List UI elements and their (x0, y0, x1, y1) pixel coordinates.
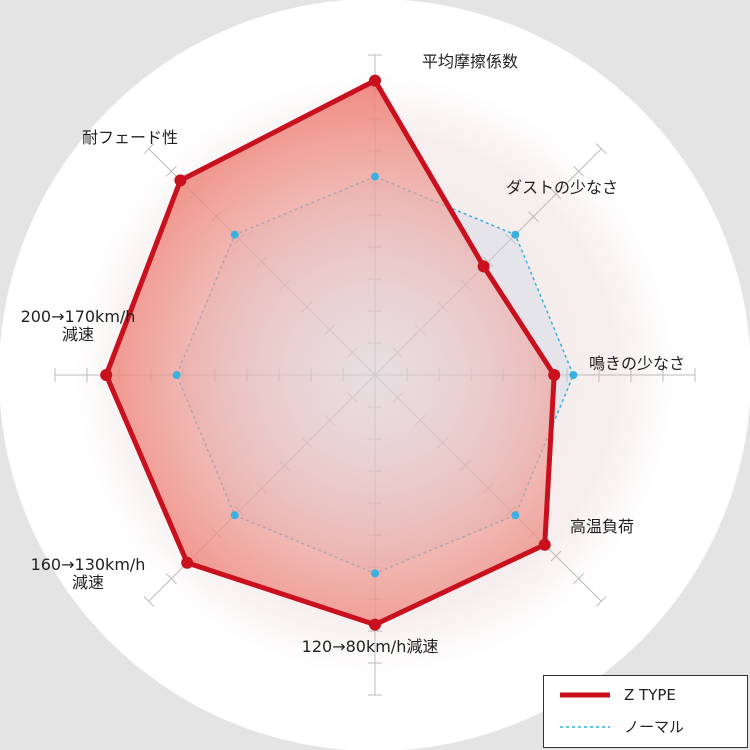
legend-label: Z TYPE (624, 686, 676, 704)
axis-label: 鳴きの少なさ (588, 354, 686, 373)
tick-mark (595, 143, 607, 155)
legend-label: ノーマル (624, 718, 685, 736)
axis-label: 高温負荷 (569, 517, 635, 536)
data-point (181, 556, 194, 569)
tick-mark (528, 211, 539, 222)
legend-item: Z TYPE (560, 686, 676, 704)
data-point (369, 74, 381, 87)
axis-label: 耐フェード性 (81, 128, 179, 147)
tick-mark (143, 595, 155, 607)
tick-mark (143, 143, 155, 155)
axis-label: 120→80km/h減速 (301, 637, 439, 656)
data-point (230, 511, 239, 520)
data-point (511, 511, 520, 520)
legend-swatch (560, 725, 610, 728)
axis-label: ダストの少なさ (505, 178, 619, 197)
tick-mark (166, 573, 177, 584)
tick-mark (550, 188, 562, 200)
tick-mark (595, 595, 607, 607)
data-point (371, 172, 379, 181)
data-point (477, 260, 490, 273)
data-point (230, 230, 239, 239)
tick-mark (550, 550, 562, 562)
data-point (569, 371, 578, 379)
axis-label: 平均摩擦係数 (421, 52, 519, 71)
legend-item: ノーマル (560, 716, 684, 737)
data-point (172, 371, 181, 379)
tick-mark (573, 573, 584, 584)
tick-mark (505, 233, 517, 245)
data-point (174, 174, 187, 187)
data-point (371, 569, 379, 578)
tick-mark (166, 166, 177, 177)
tick-mark (573, 166, 584, 177)
legend-swatch (560, 692, 610, 698)
legend: Z TYPE ノーマル (543, 675, 748, 748)
data-point (511, 230, 520, 239)
axis-label: 160→130km/h 減速 (30, 555, 146, 592)
data-point (100, 369, 113, 381)
axis-label: 200→170km/h 減速 (20, 307, 136, 344)
data-point (538, 538, 551, 551)
tick-mark (482, 256, 494, 268)
data-point (548, 369, 561, 381)
data-point (369, 618, 381, 631)
